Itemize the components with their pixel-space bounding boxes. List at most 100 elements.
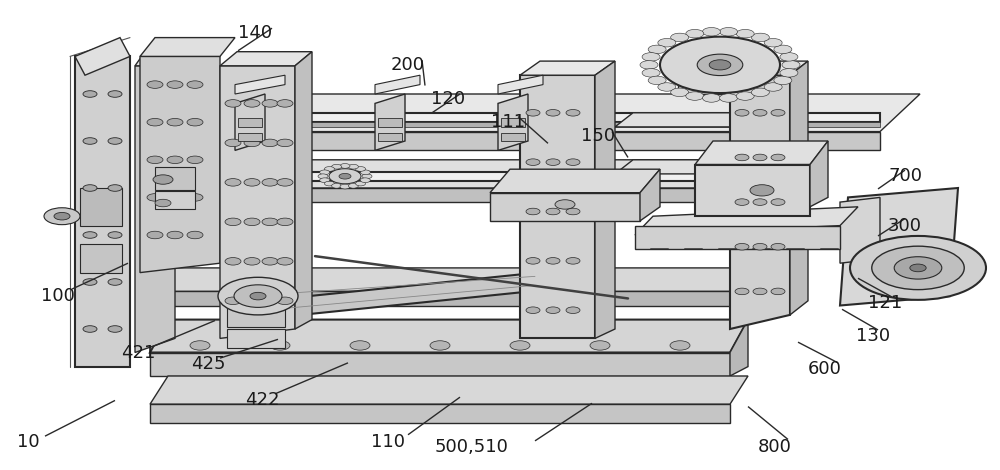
Text: 150: 150	[581, 127, 615, 145]
Polygon shape	[810, 141, 828, 207]
Circle shape	[108, 91, 122, 97]
Circle shape	[83, 232, 97, 238]
Circle shape	[780, 53, 798, 61]
Text: 600: 600	[808, 360, 842, 378]
Circle shape	[658, 39, 676, 47]
Polygon shape	[695, 141, 828, 164]
Circle shape	[329, 169, 361, 184]
Circle shape	[348, 183, 358, 188]
Polygon shape	[75, 38, 130, 75]
Circle shape	[648, 76, 666, 85]
Polygon shape	[150, 320, 748, 352]
Circle shape	[566, 307, 580, 313]
Bar	[501, 133, 525, 141]
Text: 121: 121	[868, 294, 902, 312]
Circle shape	[590, 341, 610, 350]
Circle shape	[277, 218, 293, 226]
Text: 200: 200	[391, 56, 425, 74]
Circle shape	[147, 194, 163, 201]
Circle shape	[360, 170, 370, 175]
Circle shape	[83, 185, 97, 191]
Circle shape	[318, 174, 328, 179]
Circle shape	[753, 243, 767, 250]
Circle shape	[218, 277, 298, 315]
Circle shape	[108, 326, 122, 332]
Circle shape	[546, 159, 560, 165]
Circle shape	[167, 81, 183, 88]
Circle shape	[244, 179, 260, 186]
Circle shape	[709, 60, 731, 70]
Circle shape	[277, 139, 293, 147]
Circle shape	[670, 341, 690, 350]
Polygon shape	[140, 132, 880, 150]
Circle shape	[526, 258, 540, 264]
Text: 422: 422	[245, 392, 279, 409]
Circle shape	[735, 288, 749, 295]
Circle shape	[356, 166, 366, 171]
Circle shape	[736, 30, 754, 38]
Polygon shape	[375, 75, 420, 94]
Polygon shape	[840, 188, 958, 306]
Circle shape	[167, 156, 183, 164]
Polygon shape	[635, 226, 840, 249]
Circle shape	[250, 292, 266, 300]
Circle shape	[735, 243, 749, 250]
Polygon shape	[678, 61, 730, 94]
Bar	[155, 191, 195, 209]
Polygon shape	[150, 404, 730, 423]
Polygon shape	[220, 66, 295, 338]
Circle shape	[350, 341, 370, 350]
Polygon shape	[140, 160, 760, 188]
Circle shape	[320, 170, 330, 175]
Polygon shape	[235, 94, 265, 150]
Circle shape	[44, 208, 80, 225]
Text: 100: 100	[41, 287, 75, 305]
Circle shape	[910, 264, 926, 272]
Circle shape	[147, 118, 163, 126]
Circle shape	[753, 288, 767, 295]
Circle shape	[147, 156, 163, 164]
Polygon shape	[840, 197, 880, 263]
Circle shape	[753, 110, 767, 116]
Circle shape	[642, 69, 660, 77]
Polygon shape	[150, 376, 748, 404]
Text: 800: 800	[758, 438, 792, 455]
Polygon shape	[375, 94, 405, 150]
Circle shape	[430, 341, 450, 350]
Circle shape	[546, 208, 560, 215]
Circle shape	[872, 246, 964, 290]
Circle shape	[244, 100, 260, 107]
Circle shape	[187, 194, 203, 201]
Circle shape	[153, 175, 173, 184]
Polygon shape	[730, 61, 808, 75]
Circle shape	[362, 174, 372, 179]
Circle shape	[566, 258, 580, 264]
Circle shape	[360, 178, 370, 182]
Circle shape	[190, 341, 210, 350]
Polygon shape	[490, 193, 640, 221]
Circle shape	[54, 212, 70, 220]
Circle shape	[108, 232, 122, 238]
Circle shape	[526, 110, 540, 116]
Circle shape	[108, 138, 122, 144]
Circle shape	[277, 179, 293, 186]
Polygon shape	[140, 122, 880, 127]
Circle shape	[750, 185, 774, 196]
Polygon shape	[790, 61, 808, 315]
Circle shape	[850, 236, 986, 300]
Circle shape	[751, 88, 769, 96]
Circle shape	[332, 164, 342, 169]
Circle shape	[735, 199, 749, 205]
Circle shape	[320, 178, 330, 182]
Circle shape	[735, 154, 749, 161]
Circle shape	[780, 69, 798, 77]
Circle shape	[658, 83, 676, 91]
Circle shape	[526, 307, 540, 313]
Circle shape	[640, 61, 658, 69]
Bar	[238, 118, 262, 127]
Circle shape	[660, 37, 780, 93]
Polygon shape	[135, 52, 185, 66]
Polygon shape	[295, 52, 312, 329]
Polygon shape	[640, 169, 660, 221]
Circle shape	[671, 33, 689, 42]
